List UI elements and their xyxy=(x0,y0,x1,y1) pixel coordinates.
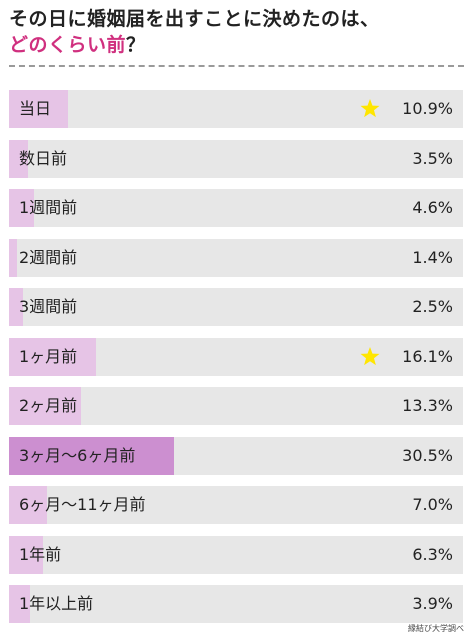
bar xyxy=(9,238,17,277)
bar-row: 1年前 6.3% xyxy=(9,535,463,574)
category-label: 1年以上前 xyxy=(19,594,94,613)
title-question-mark: ？ xyxy=(126,34,146,56)
bar-row: 1年以上前 3.9% xyxy=(9,585,463,623)
value-label: 30.5% xyxy=(402,445,453,465)
bar xyxy=(9,189,34,227)
title-accent-text: どのくらい前 xyxy=(9,34,127,56)
value-label: 1.4% xyxy=(412,247,453,267)
bar xyxy=(9,585,31,623)
bar xyxy=(9,139,28,178)
bar-row: 当日 10.9% xyxy=(9,90,463,128)
bar xyxy=(9,535,44,574)
star-icon xyxy=(360,99,380,118)
bar xyxy=(9,486,47,524)
bar-row: 1週間前 4.6% xyxy=(9,189,463,227)
dashed-divider xyxy=(9,65,464,67)
category-label: 2ヶ月前 xyxy=(19,396,78,415)
bar-row: 3ヶ月〜6ヶ月前 30.5% xyxy=(9,436,463,475)
title-line-1: その日に婚姻届を出すことに決めたのは、 xyxy=(9,8,380,30)
value-label: 10.9% xyxy=(402,99,453,118)
category-label: 3週間前 xyxy=(19,297,78,316)
bar xyxy=(9,90,68,128)
value-label: 2.5% xyxy=(412,297,453,316)
value-label: 7.0% xyxy=(412,495,453,514)
bar xyxy=(9,436,174,475)
value-label: 16.1% xyxy=(402,346,453,366)
bar xyxy=(9,288,23,326)
bar-row: 2週間前 1.4% xyxy=(9,238,463,277)
bar-row: 1ヶ月前 16.1% xyxy=(9,337,463,376)
value-label: 6.3% xyxy=(412,544,453,564)
value-label: 4.6% xyxy=(412,198,453,217)
bar xyxy=(9,387,81,425)
category-label: 数日前 xyxy=(19,148,68,168)
value-label: 3.9% xyxy=(412,594,453,613)
bar-row: 数日前 3.5% xyxy=(9,139,463,178)
category-label: 1ヶ月前 xyxy=(19,346,78,366)
category-label: 当日 xyxy=(19,99,52,118)
source-credit: 縁結び大学調べ xyxy=(408,624,464,633)
category-label: 1年前 xyxy=(19,544,62,564)
title-line-2: どのくらい前？ xyxy=(9,32,469,58)
bar-chart: 当日 10.9% 数日前 3.5% 1週間前 4.6% 2週間前 1.4% 3週間前 2.5% 1ヶ… xyxy=(9,90,463,635)
bar-row: 3週間前 2.5% xyxy=(9,288,463,326)
bar-row: 2ヶ月前 13.3% xyxy=(9,387,463,425)
value-label: 3.5% xyxy=(412,148,453,168)
category-label: 1週間前 xyxy=(19,198,78,217)
chart-title: その日に婚姻届を出すことに決めたのは、 どのくらい前？ xyxy=(9,6,469,58)
category-label: 3ヶ月〜6ヶ月前 xyxy=(19,445,136,465)
star-icon xyxy=(360,346,380,365)
bar xyxy=(9,337,97,376)
bar-row: 6ヶ月〜11ヶ月前 7.0% xyxy=(9,486,463,524)
value-label: 13.3% xyxy=(402,396,453,415)
category-label: 6ヶ月〜11ヶ月前 xyxy=(19,495,146,514)
category-label: 2週間前 xyxy=(19,247,78,267)
